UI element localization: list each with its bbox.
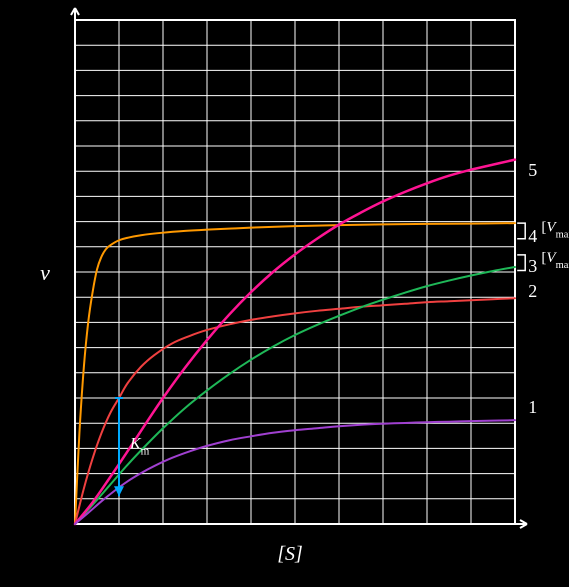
series-label-orange: 4 bbox=[528, 226, 537, 246]
series-label-magenta: 5 bbox=[528, 160, 537, 180]
series-label-green: 3 bbox=[528, 256, 537, 276]
saturation-kinetics-chart: 42351[Vmax]4[Vmax]3Km[S]v bbox=[0, 0, 569, 587]
series-label-purple: 1 bbox=[528, 397, 537, 417]
y-axis-label: v bbox=[40, 260, 50, 285]
x-axis-label: [S] bbox=[277, 543, 303, 565]
series-label-red: 2 bbox=[528, 281, 537, 301]
